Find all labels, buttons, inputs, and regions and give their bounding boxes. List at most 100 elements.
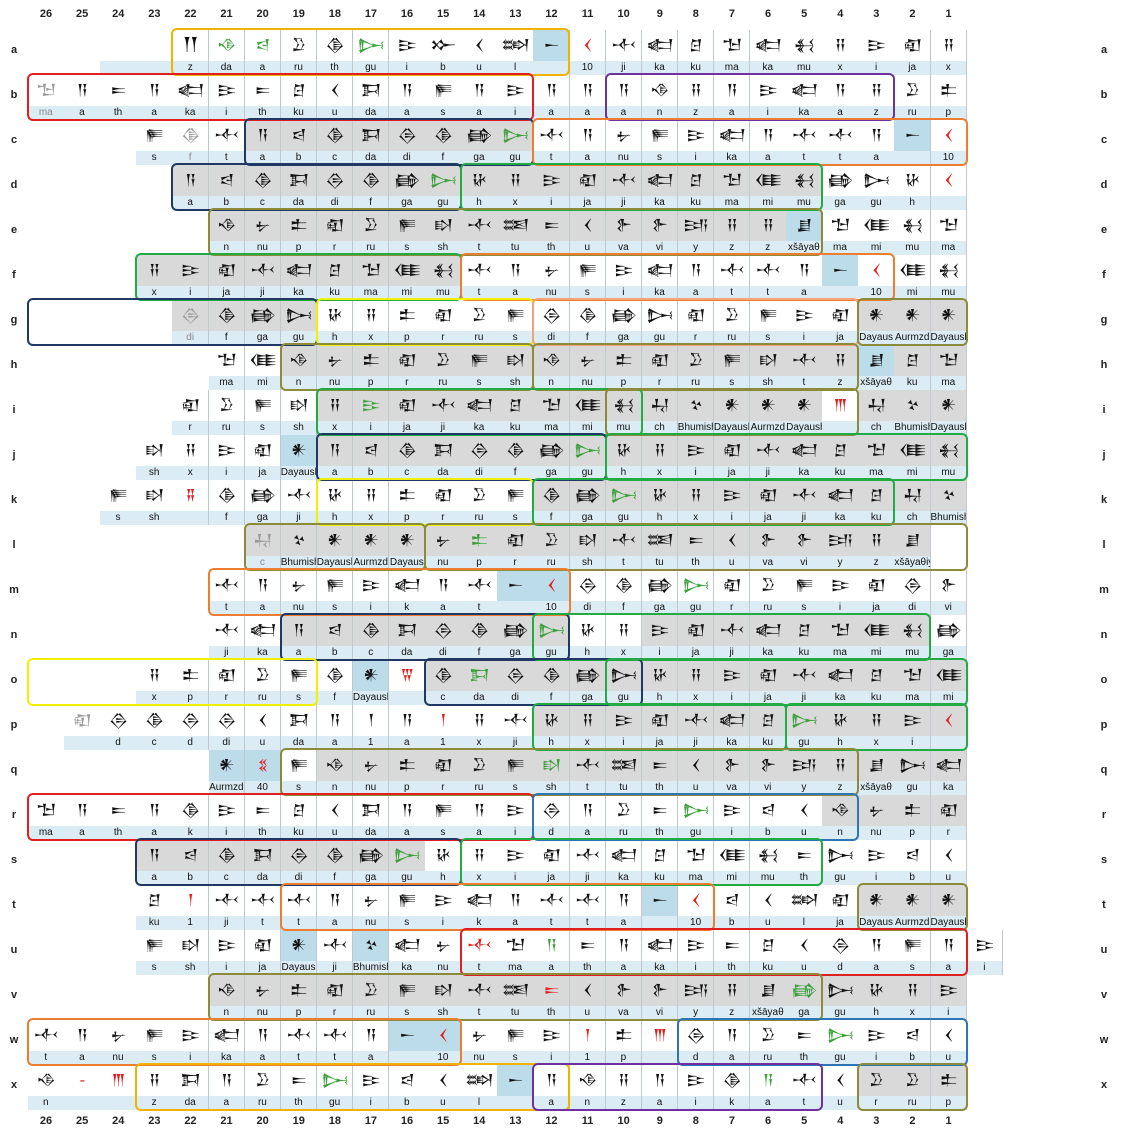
cuneiform-sign: 𒊭 [578,531,597,549]
cuneiform-sign: 𒀀 [582,801,593,819]
transliteration-label: ru [533,556,569,570]
cuneiform-sign: 𒆠 [325,846,344,864]
transliteration-label: x [497,196,533,210]
transliteration-label: Aurmzd [352,556,389,570]
cuneiform-sign: 𒍝 [654,441,666,459]
transliteration-label: ma [28,826,64,840]
transliteration-label: i [822,601,858,615]
transliteration-label: Dayaush [930,916,967,930]
grid-cell: 𒀭 Aurmzd [208,750,246,795]
transliteration-label [497,1096,533,1110]
transliteration-label: s [461,376,497,390]
cuneiform-sign: 𒈠 [505,936,525,954]
row-label-right: v [1100,989,1108,1001]
transliteration-label: nu [605,151,642,165]
transliteration-label: z [750,241,786,255]
column-header-top: 4 [837,8,844,20]
transliteration-label: da [389,646,425,660]
transliteration-label: i [605,286,642,300]
cuneiform-sign: 𒅗 [646,936,674,954]
cuneiform-sign: 𒀀 [726,1026,738,1044]
transliteration-label: 10 [569,61,606,75]
grid-cell: 𒀸 [822,255,859,300]
grid-cell: 𒋾 ji [605,165,643,210]
cuneiform-sign: 𒀀 [257,1026,268,1044]
cuneiform-sign: 𒌋 [438,1071,448,1089]
transliteration-label: b [750,826,786,840]
grid-cell: 𒋰 th [244,795,282,840]
grid-cell: 𒋰 th [786,840,823,885]
column-header-bottom: 7 [728,1115,735,1127]
cuneiform-sign: 𒉺 [398,756,416,774]
grid-cell: 𒉡 nu [858,795,895,840]
cuneiform-sign: 𒊒 [761,576,775,594]
grid-cell: 𒀸 [497,570,534,615]
transliteration-label: gu [605,691,642,705]
grid-cell: 𒆪 ku [786,615,823,660]
grid-cell: 𒄖 gu [389,840,426,885]
transliteration-label: ch [641,421,678,435]
cuneiform-sign: 𒂵 [502,621,528,639]
cuneiform-sign: 𒈾 [325,756,345,774]
cuneiform-sign: 𒄿 [686,126,706,144]
transliteration-label: Dayaush [713,421,750,435]
transliteration-label: t [280,916,317,930]
cuneiform-sign: 𒁲 [325,171,344,189]
grid-cell: 𒊭 sh [280,390,318,435]
cuneiform-sign: 𒊏 [758,486,778,504]
transliteration-label [930,736,967,750]
cuneiform-sign: 𒄿 [181,261,200,279]
transliteration-label: s [497,1051,533,1065]
grid-cell: 𒉡 nu [100,1020,137,1065]
transliteration-label: ja [822,331,858,345]
cuneiform-sign: 𒊏 [542,846,561,864]
transliteration-label: n [533,376,569,390]
transliteration-label: f [352,196,389,210]
transliteration-label: ja [533,871,569,885]
cuneiform-sign: 𒋗 [868,756,885,774]
grid-cell: 𒂵 ga [605,300,643,345]
transliteration-label: di [497,691,533,705]
grid-cell: 𒀭 Dayaush [930,885,968,930]
cuneiform-sign: 𒋾 [719,621,745,639]
transliteration-label: nu [316,376,353,390]
cuneiform-sign: 𒉡 [255,216,271,234]
cuneiform-sign: 𒊓 [650,126,670,144]
cuneiform-sign: 𒈪 [934,666,963,684]
transliteration-label: a [461,106,497,120]
transliteration-label: z [605,1096,642,1110]
grid-cell: 𒄖 gu [280,300,318,345]
cuneiform-sign: 𒂵 [574,486,601,504]
row-label-right: g [1100,314,1108,326]
cuneiform-sign: 𒀀 [546,1071,557,1089]
grid-cell: 𒀭 Aurmzd [750,390,787,435]
grid-cell: 𒊭 sh [497,345,534,390]
transliteration-label: s [750,331,786,345]
grid-cell: 𒊏 ja [822,300,859,345]
transliteration-label: Dayaus [389,556,425,570]
cuneiform-sign: 𒁲 [830,936,850,954]
transliteration-label: ru [280,61,317,75]
cuneiform-sign: 𒊭 [144,486,164,504]
transliteration-label: vi [641,241,678,255]
transliteration-label: tu [497,1006,533,1020]
